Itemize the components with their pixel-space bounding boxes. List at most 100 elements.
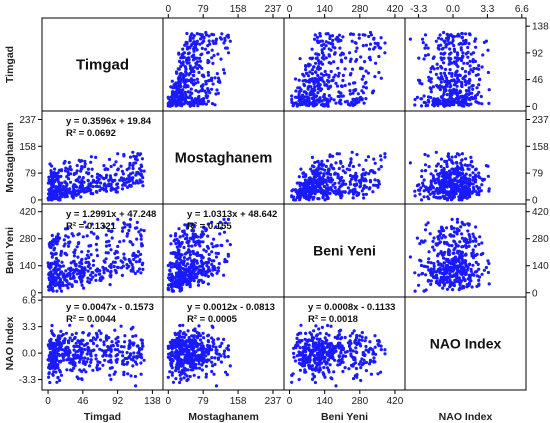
point-r1-c2-274 <box>379 158 383 162</box>
point-r2-c0-351 <box>128 217 133 221</box>
point-r1-c2-55 <box>377 167 381 171</box>
point-r2-c0-290 <box>59 252 63 257</box>
point-r3-c1-393 <box>202 351 206 355</box>
point-r2-c0-370 <box>128 223 132 227</box>
point-r0-c2-406 <box>364 69 368 73</box>
point-r3-c1-275 <box>197 362 201 366</box>
point-r1-c3-346 <box>461 187 465 191</box>
point-r0-c3-396 <box>448 68 452 72</box>
point-r0-c3-317 <box>445 82 449 86</box>
point-r2-c3-393 <box>451 269 455 273</box>
point-r2-c0-205 <box>139 237 143 241</box>
point-r3-c2-167 <box>292 346 296 350</box>
point-r3-c0-374 <box>140 338 144 342</box>
point-r3-c1-132 <box>186 368 190 372</box>
point-r0-c2-364 <box>343 83 347 88</box>
point-r1-c3-397 <box>439 184 443 188</box>
point-r0-c2-185 <box>351 91 355 95</box>
point-r3-c0-237 <box>95 335 99 339</box>
point-r0-c3-115 <box>419 104 424 108</box>
point-r0-c2-357 <box>296 86 300 90</box>
point-r0-c3-371 <box>452 99 456 103</box>
point-r0-c2-332 <box>353 98 357 102</box>
point-r3-c0-416 <box>131 358 135 362</box>
point-r0-c3-267 <box>427 100 431 104</box>
point-r1-c2-418 <box>332 190 336 194</box>
point-r1-c2-307 <box>374 183 378 187</box>
point-r1-c3-232 <box>453 167 457 171</box>
point-r3-c1-342 <box>210 364 215 368</box>
point-r1-c2-413 <box>336 176 340 180</box>
point-r3-c1-221 <box>224 370 228 374</box>
point-r3-c2-263 <box>334 384 338 388</box>
point-r0-c3-180 <box>436 76 440 80</box>
point-r3-c0-405 <box>102 340 106 344</box>
point-r1-c2-290 <box>337 189 341 193</box>
point-r0-c3-325 <box>460 31 464 36</box>
point-r0-c2-317 <box>302 82 306 86</box>
point-r0-c1-378 <box>188 101 192 105</box>
point-r3-c2-194 <box>313 361 317 365</box>
point-r0-c1-394 <box>208 42 212 46</box>
point-r2-c3-341 <box>467 233 471 237</box>
point-r1-c0-390 <box>91 192 95 196</box>
point-r0-c2-290 <box>337 94 341 99</box>
point-r1-c3-342 <box>435 164 439 168</box>
point-r1-c2-375 <box>301 175 306 179</box>
point-r1-c3-302 <box>453 178 457 182</box>
point-r1-c2-324 <box>360 176 364 180</box>
point-r0-c3-349 <box>468 97 472 101</box>
point-r3-c0-48 <box>109 377 113 381</box>
point-r0-c1-400 <box>216 76 221 80</box>
point-r2-c0-177 <box>55 289 59 293</box>
point-r3-c0-207 <box>49 337 53 341</box>
point-r2-c1-396 <box>189 278 193 282</box>
point-r0-c2-164 <box>373 75 377 79</box>
point-r0-c1-392 <box>206 73 211 77</box>
point-r0-c3-417 <box>458 101 462 105</box>
point-r1-c2-267 <box>317 197 321 201</box>
point-r2-c3-334 <box>467 273 471 277</box>
point-r3-c0-287 <box>70 339 74 343</box>
point-r1-c3-275 <box>437 174 441 178</box>
point-r1-c2-205 <box>357 163 361 167</box>
point-r0-c1-4 <box>194 89 198 93</box>
point-r0-c1-263 <box>214 37 219 41</box>
point-r2-c1-286 <box>169 275 174 279</box>
point-r3-c0-392 <box>86 333 90 337</box>
point-r3-c2-176 <box>328 363 332 367</box>
point-r0-c3-406 <box>455 69 459 73</box>
point-r3-c2-136 <box>339 337 343 341</box>
point-r2-c3-285 <box>429 267 433 271</box>
point-r3-c0-385 <box>82 360 86 364</box>
point-r1-c0-408 <box>104 184 108 188</box>
point-r0-c3-17 <box>467 42 471 46</box>
point-r0-c3-166 <box>440 66 444 70</box>
point-r3-c0-257 <box>54 347 58 351</box>
point-r3-c0-290 <box>59 329 63 333</box>
point-r2-c1-345 <box>220 243 224 248</box>
point-r1-c3-267 <box>427 197 431 201</box>
point-r1-c2-405 <box>317 164 321 168</box>
point-r2-c0-244 <box>107 243 112 247</box>
point-r0-c3-261 <box>439 71 443 76</box>
point-r1-c3-270 <box>423 152 427 157</box>
point-r2-c1-130 <box>214 251 218 255</box>
point-r0-c2-391 <box>293 95 298 99</box>
point-r1-c2-403 <box>307 179 311 183</box>
point-r2-c3-374 <box>467 263 472 267</box>
point-r2-c3-88 <box>477 278 481 282</box>
point-r1-c0-188 <box>95 184 99 188</box>
point-r1-c0-178 <box>79 195 83 199</box>
point-r0-c1-415 <box>186 45 190 49</box>
point-r1-c0-212 <box>94 155 98 159</box>
point-r0-c2-327 <box>362 101 366 105</box>
point-r2-c3-381 <box>477 282 481 286</box>
point-r1-c3-369 <box>432 192 436 196</box>
point-r3-c2-241 <box>376 372 380 376</box>
point-r1-c3-263 <box>408 161 412 165</box>
point-r2-c0-149 <box>138 267 142 271</box>
point-r1-c2-245 <box>329 172 333 177</box>
point-r1-c0-346 <box>111 187 115 191</box>
point-r2-c0-416 <box>131 252 135 257</box>
